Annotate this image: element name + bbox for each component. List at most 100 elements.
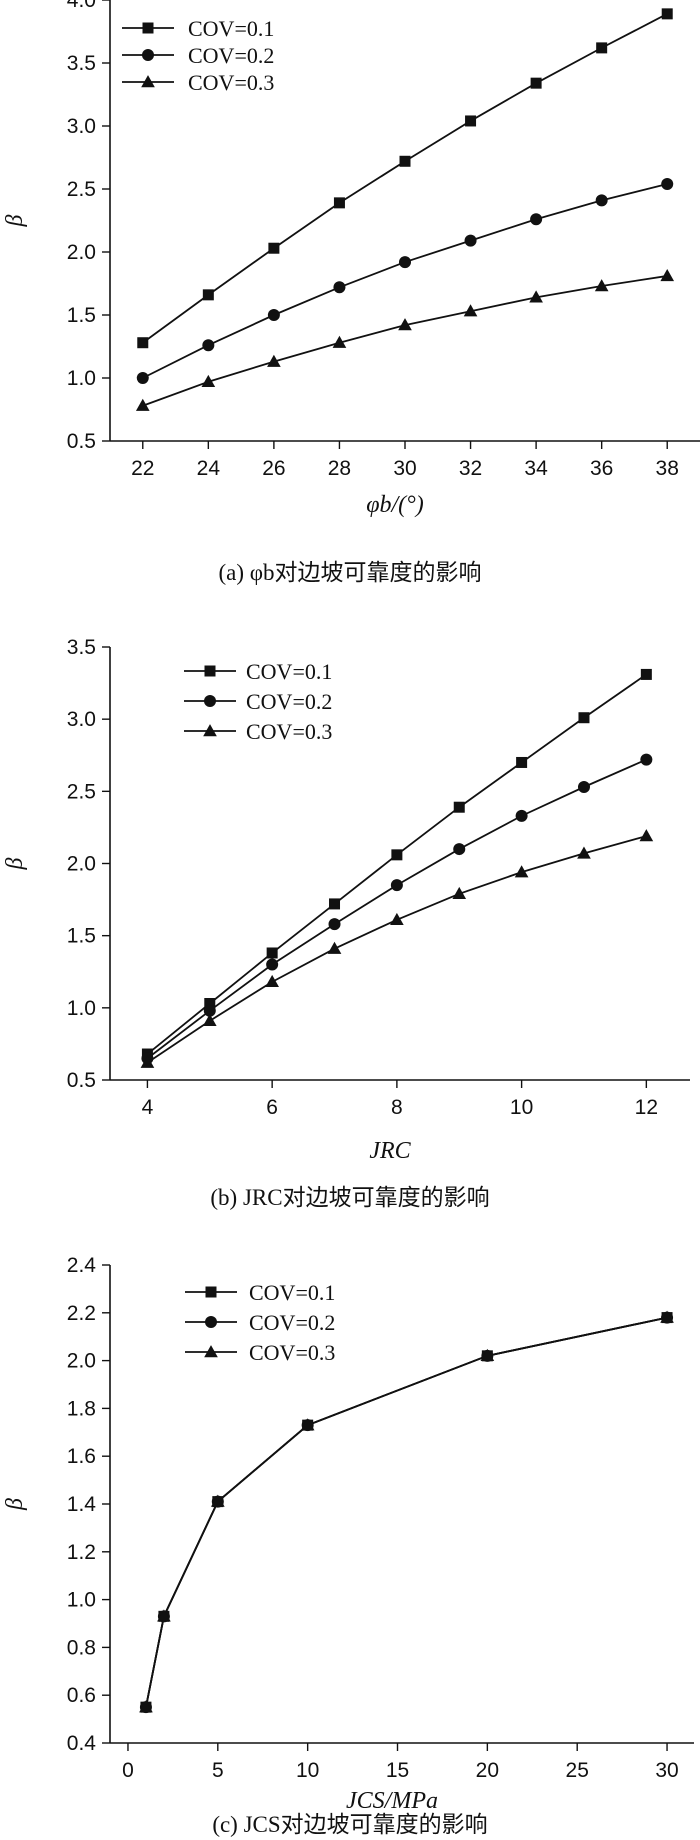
chart-c-x-tick-label: 20 bbox=[476, 1759, 499, 1782]
chart-a-x-tick-label: 22 bbox=[131, 457, 154, 480]
chart-b-data-point bbox=[453, 843, 466, 856]
chart-a-series-line bbox=[142, 183, 668, 379]
chart-a-legend-marker bbox=[142, 22, 154, 34]
chart-b-x-tick-label: 10 bbox=[510, 1096, 533, 1119]
chart-b-series-line bbox=[146, 835, 647, 1064]
chart-c-y-tick-label: 1.2 bbox=[67, 1541, 96, 1564]
chart-a-data-point bbox=[661, 177, 674, 190]
chart-c-data-point bbox=[210, 1494, 225, 1507]
chart-c-series-2 bbox=[139, 1311, 674, 1714]
chart-c-legend-label: COV=0.3 bbox=[249, 1340, 335, 1365]
chart-panel-a: 0.5 1.0 1.5 2.0 2.5 3.0 3.5 4.0 22 24 26 28 30 32 34 36… bbox=[0, 0, 700, 600]
chart-c-x-axis-title: JCS/MPa bbox=[346, 1788, 438, 1814]
chart-a-data-point bbox=[267, 354, 281, 367]
chart-a-y-tick-label: 1.5 bbox=[67, 304, 96, 327]
chart-a-data-point bbox=[660, 269, 675, 282]
chart-b-data-point bbox=[266, 958, 279, 971]
chart-a-y-tick-label: 3.0 bbox=[67, 115, 96, 138]
chart-b-legend-label: COV=0.1 bbox=[246, 659, 332, 684]
chart-b-y-tick-label: 3.0 bbox=[67, 708, 96, 731]
chart-b-data-point bbox=[515, 809, 528, 822]
chart-c-y-tick-label: 1.0 bbox=[67, 1589, 96, 1612]
chart-c-legend-label: COV=0.2 bbox=[249, 1310, 335, 1335]
chart-c-y-tick-label: 2.0 bbox=[67, 1350, 96, 1373]
chart-b-series-3 bbox=[140, 829, 654, 1068]
chart-b-legend-marker bbox=[204, 665, 216, 677]
chart-b-data-point bbox=[578, 712, 590, 724]
chart-c-y-tick-label: 1.6 bbox=[67, 1445, 96, 1468]
chart-c-legend-label: COV=0.1 bbox=[249, 1280, 335, 1305]
chart-c-x-tick-label: 5 bbox=[212, 1759, 224, 1782]
chart-a-legend-label: COV=0.3 bbox=[188, 70, 274, 95]
chart-b-x-tick-label: 4 bbox=[142, 1096, 154, 1119]
chart-c-series-line bbox=[145, 1316, 668, 1708]
chart-a-x-tick-label: 38 bbox=[656, 457, 679, 480]
chart-b-legend-marker bbox=[204, 695, 216, 707]
chart-a-legend-label: COV=0.2 bbox=[188, 43, 274, 68]
chart-a-data-point bbox=[661, 8, 673, 20]
chart-b-data-point bbox=[328, 918, 341, 931]
chart-a-y-axis-title: β bbox=[2, 214, 28, 227]
chart-c-series-1 bbox=[140, 1312, 673, 1713]
chart-c-data-point bbox=[660, 1310, 674, 1323]
chart-c-series-line bbox=[145, 1316, 668, 1708]
chart-b-data-point bbox=[577, 846, 591, 859]
chart-c-x-tick-label: 25 bbox=[566, 1759, 589, 1782]
chart-b-y-tick-label: 1.5 bbox=[67, 925, 96, 948]
chart-a-caption: (a) φb对边坡可靠度的影响 bbox=[218, 560, 482, 585]
chart-a-data-point bbox=[529, 290, 543, 303]
chart-b-data-point bbox=[452, 886, 467, 900]
chart-panel-b: 0.5 1.0 1.5 2.0 2.5 3.0 3.5 4 6 8 10 12 JRC β COV=0.1 C… bbox=[0, 600, 700, 1220]
chart-b-legend-label: COV=0.3 bbox=[246, 719, 332, 744]
chart-a-data-point bbox=[530, 77, 542, 89]
chart-a-data-point bbox=[333, 281, 346, 294]
chart-b-y-tick-label: 1.0 bbox=[67, 997, 96, 1020]
chart-b-y-tick-label: 2.0 bbox=[67, 853, 96, 876]
chart-a-x-tick-label: 24 bbox=[197, 457, 221, 480]
chart-c-legend-marker bbox=[205, 1286, 217, 1298]
chart-b-data-point bbox=[514, 865, 529, 878]
chart-c-legend: COV=0.1 COV=0.2 COV=0.3 bbox=[185, 1280, 335, 1365]
chart-b-x-axis-title: JRC bbox=[369, 1138, 411, 1164]
chart-b-data-point bbox=[639, 829, 654, 842]
chart-a-y-tick-label: 2.0 bbox=[67, 241, 96, 264]
chart-c-y-tick-label: 0.4 bbox=[67, 1732, 97, 1755]
chart-a-y-tick-label: 2.5 bbox=[67, 178, 96, 201]
chart-a-data-point bbox=[596, 42, 608, 54]
chart-a-legend-marker bbox=[141, 75, 155, 88]
chart-b-data-point bbox=[453, 801, 465, 813]
chart-a-series-3 bbox=[135, 269, 675, 411]
chart-c-data-point bbox=[139, 1700, 153, 1713]
chart-a-data-point bbox=[399, 256, 411, 269]
chart-a-series-1 bbox=[137, 8, 673, 349]
chart-b-series-1 bbox=[141, 668, 652, 1060]
chart-b-data-point bbox=[265, 974, 279, 988]
chart-b-x-tick-label: 8 bbox=[391, 1096, 403, 1119]
chart-b-data-point bbox=[391, 849, 403, 861]
chart-b-data-point bbox=[329, 898, 341, 910]
chart-c-y-tick-label: 1.4 bbox=[67, 1493, 97, 1516]
chart-a-x-tick-label: 28 bbox=[328, 457, 351, 480]
chart-a-x-tick-label: 30 bbox=[393, 457, 416, 480]
chart-a-data-point bbox=[463, 304, 478, 317]
chart-a-data-point bbox=[333, 197, 345, 209]
chart-c-series-line bbox=[145, 1316, 668, 1708]
chart-a-data-point bbox=[465, 115, 477, 127]
chart-b-x-tick-label: 12 bbox=[635, 1096, 658, 1119]
chart-b-data-point bbox=[640, 753, 653, 766]
chart-a-x-tick-label: 34 bbox=[524, 457, 548, 480]
chart-b-legend-label: COV=0.2 bbox=[246, 689, 332, 714]
chart-a-data-point bbox=[268, 242, 280, 254]
chart-c-x-tick-label: 15 bbox=[386, 1759, 409, 1782]
chart-b-svg: 0.51.01.52.02.53.03.54 6 8 10 12JRCβCOV=0.1C… bbox=[2, 636, 690, 1164]
chart-c-y-tick-label: 0.6 bbox=[67, 1684, 96, 1707]
chart-b-y-tick-label: 2.5 bbox=[67, 780, 96, 803]
chart-c-y-tick-label: 0.8 bbox=[67, 1636, 96, 1659]
chart-a-x-tick-label: 32 bbox=[459, 457, 482, 480]
chart-b-y-axis-title: β bbox=[2, 857, 28, 870]
chart-a-data-point bbox=[530, 213, 543, 226]
chart-a-data-point bbox=[201, 374, 216, 387]
chart-b-data-point bbox=[327, 941, 342, 954]
chart-b-data-point bbox=[390, 879, 403, 892]
